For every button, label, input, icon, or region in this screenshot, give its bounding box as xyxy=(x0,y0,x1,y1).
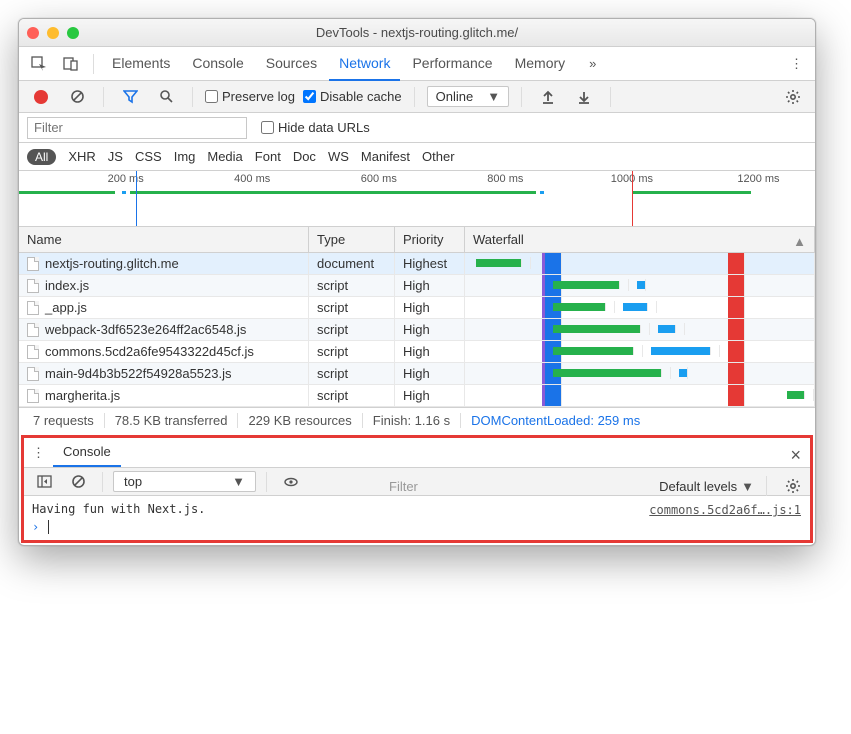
file-icon xyxy=(27,345,39,359)
network-filter-input[interactable] xyxy=(27,117,247,139)
throttling-select[interactable]: Online▼ xyxy=(427,86,509,107)
filter-bar: Hide data URLs xyxy=(19,113,815,143)
clear-button[interactable] xyxy=(63,84,91,110)
type-filter-doc[interactable]: Doc xyxy=(293,149,316,164)
close-drawer-button[interactable]: × xyxy=(782,441,809,470)
type-filter-other[interactable]: Other xyxy=(422,149,455,164)
network-table-header: Name Type Priority Waterfall▲ xyxy=(19,227,815,253)
tab-console[interactable]: Console xyxy=(182,47,253,81)
console-context-select[interactable]: top▼ xyxy=(113,471,256,492)
disable-cache-label: Disable cache xyxy=(320,89,402,104)
file-icon xyxy=(27,301,39,315)
upload-har-icon[interactable] xyxy=(534,84,562,110)
file-icon xyxy=(27,257,39,271)
tab-elements[interactable]: Elements xyxy=(102,47,180,81)
devtools-window: DevTools - nextjs-routing.glitch.me/ Ele… xyxy=(18,18,816,546)
network-toolbar: Preserve log Disable cache Online▼ xyxy=(19,81,815,113)
type-filter-css[interactable]: CSS xyxy=(135,149,162,164)
filter-toggle-icon[interactable] xyxy=(116,84,144,110)
col-type-header[interactable]: Type xyxy=(309,227,395,252)
console-levels-select[interactable]: Default levels ▼ xyxy=(659,479,754,494)
disable-cache-checkbox[interactable]: Disable cache xyxy=(303,89,402,104)
console-sidebar-toggle-icon[interactable] xyxy=(30,469,58,495)
file-icon xyxy=(27,389,39,403)
col-priority-header[interactable]: Priority xyxy=(395,227,465,252)
tab-network[interactable]: Network xyxy=(329,47,400,81)
console-prompt[interactable]: › xyxy=(24,518,810,536)
download-har-icon[interactable] xyxy=(570,84,598,110)
type-filter-all[interactable]: All xyxy=(27,149,56,165)
summary-dcl: DOMContentLoaded: 259 ms xyxy=(461,413,650,428)
network-settings-icon[interactable] xyxy=(779,84,807,110)
console-filter-input[interactable]: Filter xyxy=(389,479,643,494)
console-clear-button[interactable] xyxy=(64,469,92,495)
hide-data-urls-label: Hide data URLs xyxy=(278,120,370,135)
console-log-source[interactable]: commons.5cd2a6f….js:1 xyxy=(649,503,801,517)
request-row[interactable]: main-9d4b3b522f54928a5523.jsscriptHigh xyxy=(19,363,815,385)
type-filter-js[interactable]: JS xyxy=(108,149,123,164)
request-row[interactable]: webpack-3df6523e264ff2ac6548.jsscriptHig… xyxy=(19,319,815,341)
file-icon xyxy=(27,323,39,337)
throttling-value: Online xyxy=(436,89,474,104)
file-icon xyxy=(27,279,39,293)
console-tab-row: ⋮ Console xyxy=(24,438,810,468)
request-row[interactable]: commons.5cd2a6fe9543322d45cf.jsscriptHig… xyxy=(19,341,815,363)
type-filter-media[interactable]: Media xyxy=(207,149,242,164)
request-row[interactable]: nextjs-routing.glitch.medocumentHighest xyxy=(19,253,815,275)
tab-performance[interactable]: Performance xyxy=(402,47,502,81)
console-settings-icon[interactable] xyxy=(779,473,807,499)
main-tab-row: ElementsConsoleSourcesNetworkPerformance… xyxy=(19,47,815,81)
inspect-icon[interactable] xyxy=(25,51,53,77)
window-title: DevTools - nextjs-routing.glitch.me/ xyxy=(19,25,815,40)
type-filter-manifest[interactable]: Manifest xyxy=(361,149,410,164)
network-summary: 7 requests 78.5 KB transferred 229 KB re… xyxy=(19,407,815,433)
summary-finish: Finish: 1.16 s xyxy=(363,413,461,428)
live-expression-icon[interactable] xyxy=(277,469,305,495)
type-filter-img[interactable]: Img xyxy=(174,149,196,164)
summary-transferred: 78.5 KB transferred xyxy=(105,413,239,428)
tab-sources[interactable]: Sources xyxy=(256,47,327,81)
summary-resources: 229 KB resources xyxy=(238,413,362,428)
request-row[interactable]: margherita.jsscriptHigh xyxy=(19,385,815,407)
titlebar: DevTools - nextjs-routing.glitch.me/ xyxy=(19,19,815,47)
network-table-body: nextjs-routing.glitch.medocumentHighesti… xyxy=(19,253,815,407)
tab-memory[interactable]: Memory xyxy=(505,47,576,81)
console-menu-button[interactable]: ⋮ xyxy=(28,445,49,461)
type-filter-row: All XHR JS CSS Img Media Font Doc WS Manifest Othe… xyxy=(19,143,815,171)
settings-menu-button[interactable]: ⋮ xyxy=(784,50,809,78)
hide-data-urls-checkbox[interactable]: Hide data URLs xyxy=(261,120,370,135)
type-filter-xhr[interactable]: XHR xyxy=(68,149,95,164)
device-toggle-icon[interactable] xyxy=(57,51,85,77)
record-button[interactable] xyxy=(27,84,55,110)
summary-requests: 7 requests xyxy=(23,413,105,428)
type-filter-ws[interactable]: WS xyxy=(328,149,349,164)
preserve-log-label: Preserve log xyxy=(222,89,295,104)
type-filter-font[interactable]: Font xyxy=(255,149,281,164)
col-name-header[interactable]: Name xyxy=(19,227,309,252)
overview-timeline[interactable]: 200 ms400 ms600 ms800 ms1000 ms1200 ms xyxy=(19,171,815,227)
console-tab[interactable]: Console xyxy=(53,438,121,467)
request-row[interactable]: index.jsscriptHigh xyxy=(19,275,815,297)
preserve-log-checkbox[interactable]: Preserve log xyxy=(205,89,295,104)
request-row[interactable]: _app.jsscriptHigh xyxy=(19,297,815,319)
file-icon xyxy=(27,367,39,381)
col-waterfall-header[interactable]: Waterfall▲ xyxy=(465,227,815,252)
more-tabs-button[interactable]: » xyxy=(583,50,602,77)
search-icon[interactable] xyxy=(152,84,180,110)
